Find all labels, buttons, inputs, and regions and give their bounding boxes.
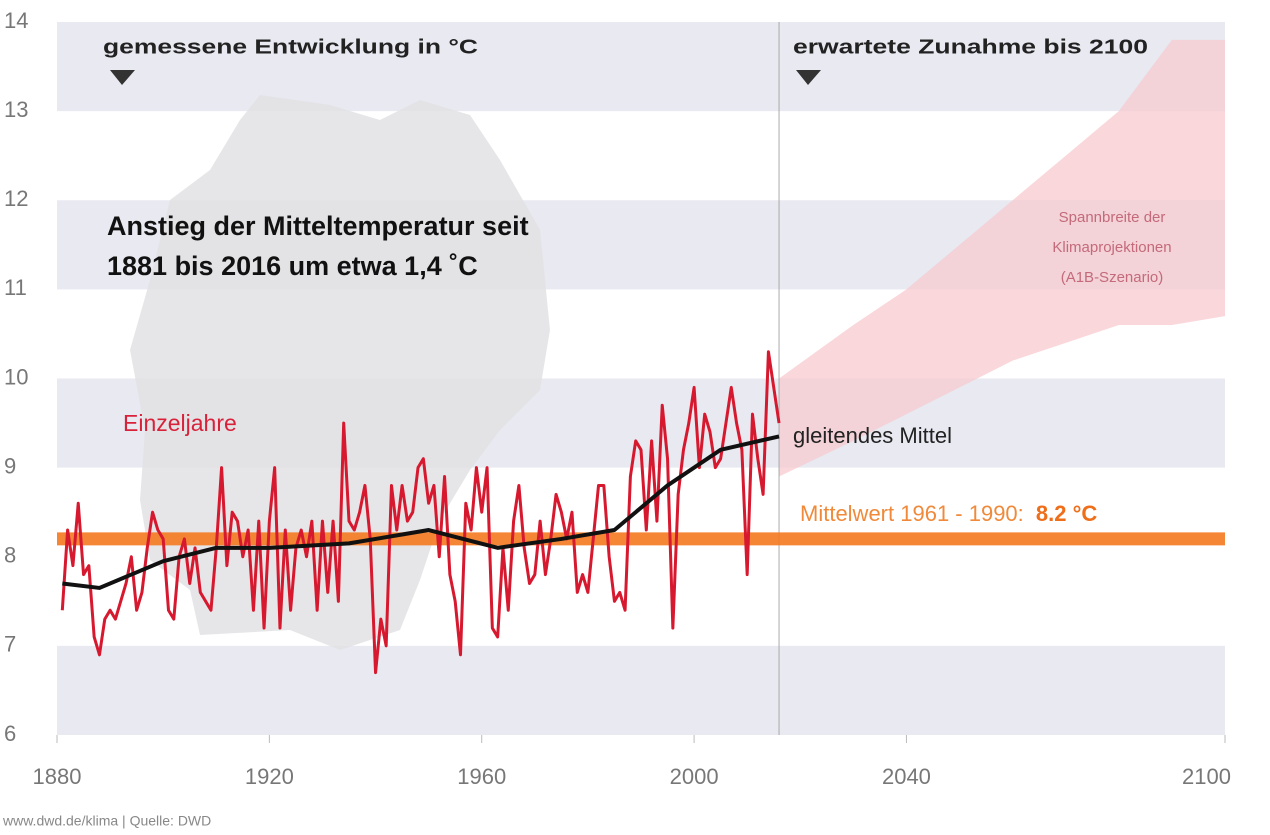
source: www.dwd.de/klima | Quelle: DWD: [2, 813, 211, 829]
headline: Anstieg der Mitteltemperatur seit: [107, 211, 529, 241]
y-tick-label: 13: [4, 97, 28, 122]
y-tick-label: 7: [4, 632, 16, 657]
mean-label: Mittelwert 1961 - 1990: 8.2 °C: [800, 501, 1097, 526]
marker-triangle: [796, 70, 821, 85]
series-line: [60, 350, 781, 675]
series-label: Einzeljahre: [123, 410, 237, 436]
band: [57, 22, 1225, 112]
y-tick-label: 10: [4, 364, 28, 389]
y-tick-label: 14: [4, 8, 28, 33]
marker-triangle: [110, 70, 135, 85]
projection-label: Klimaprojektionen: [1052, 239, 1171, 256]
projection-band: [779, 39, 1225, 477]
right-heading: erwartete Zunahme bis 2100: [793, 36, 1148, 58]
y-tick-label: 6: [4, 721, 16, 746]
x-tick-label: 1920: [245, 764, 294, 789]
band: [57, 645, 1225, 735]
projection-label: (A1B-Szenario): [1061, 269, 1164, 286]
projection-label: Spannbreite der: [1059, 209, 1166, 226]
x-tick-label: 1960: [457, 764, 506, 789]
y-tick-label: 8: [4, 543, 16, 568]
x-tick-label: 2000: [670, 764, 719, 789]
mean-label-text: Mittelwert 1961 - 1990:: [800, 501, 1024, 526]
mean-value-label: 8.2 °C: [1036, 501, 1097, 526]
y-tick-label: 12: [4, 186, 28, 211]
left-heading: gemessene Entwicklung in °C: [103, 36, 478, 58]
x-tick-label: 2040: [882, 764, 931, 789]
y-tick-label: 9: [4, 453, 16, 478]
x-tick-label: 2100: [1182, 764, 1231, 789]
y-tick-label: 11: [4, 275, 27, 300]
headline: 1881 bis 2016 um etwa 1,4 ˚C: [107, 251, 478, 281]
series-label: gleitendes Mittel: [793, 423, 952, 448]
series-line: [62, 434, 780, 590]
x-tick-label: 1880: [33, 764, 82, 789]
